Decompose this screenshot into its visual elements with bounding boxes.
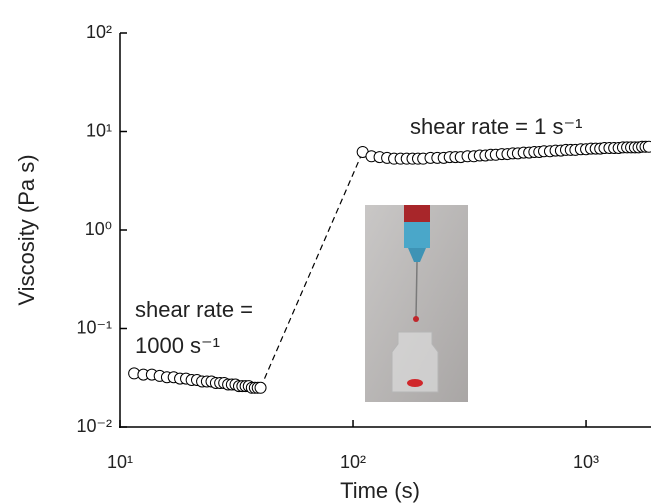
y-tick-label: 10⁰ bbox=[85, 219, 112, 239]
marker bbox=[642, 140, 651, 153]
marker bbox=[254, 381, 267, 394]
y-tick-label: 10⁻¹ bbox=[76, 317, 112, 337]
x-tick-label: 10¹ bbox=[107, 452, 133, 472]
y-tick-label: 10¹ bbox=[86, 120, 112, 140]
annotation: 1000 s⁻¹ bbox=[135, 333, 220, 358]
x-tick-label: 10² bbox=[340, 452, 366, 472]
y-tick-label: 10² bbox=[86, 22, 112, 42]
x-tick-label: 10³ bbox=[573, 452, 599, 472]
y-tick-label: 10⁻² bbox=[76, 416, 112, 436]
inset-photo bbox=[365, 205, 468, 402]
connector-line bbox=[259, 151, 364, 389]
annotation: shear rate = bbox=[135, 297, 253, 322]
x-axis-label: Time (s) bbox=[340, 478, 420, 503]
annotation: shear rate = 1 s⁻¹ bbox=[410, 114, 582, 139]
y-axis-label: Viscosity (Pa s) bbox=[14, 154, 39, 305]
